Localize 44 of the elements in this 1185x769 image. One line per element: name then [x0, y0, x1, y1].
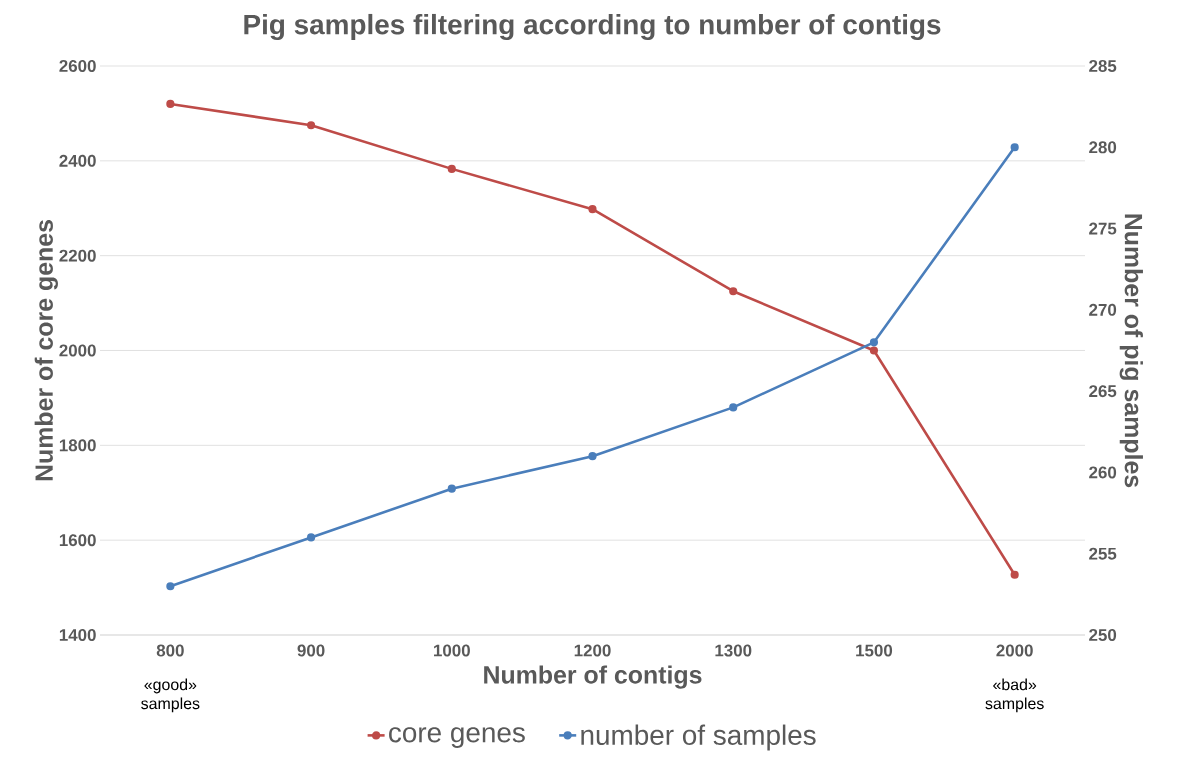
point — [869, 338, 879, 347]
point — [869, 346, 879, 355]
x-tick-label: 1300 — [715, 644, 752, 657]
y-tick-label: 2200 — [59, 249, 96, 262]
y-tick-label: 2000 — [59, 344, 96, 357]
y2-axis-title: Number of pig samples — [1119, 214, 1143, 488]
y-axis-title: Number of core genes — [34, 220, 58, 481]
y2-tick-label: 280 — [1089, 141, 1117, 154]
y2-tick-label: 250 — [1089, 629, 1117, 641]
y2-tick-label: 260 — [1089, 466, 1117, 479]
y2-tick-label: 275 — [1089, 222, 1117, 235]
x-tick-label: 900 — [297, 644, 325, 657]
point — [447, 484, 456, 493]
point — [1010, 570, 1019, 579]
point — [1010, 143, 1019, 152]
y2-tick-label: 270 — [1089, 303, 1117, 316]
legend-label: core genes — [389, 727, 525, 748]
point — [588, 205, 597, 214]
x-tick-label: 800 — [156, 644, 184, 657]
y2-tick-label: 285 — [1089, 60, 1117, 72]
y-tick-label: 2600 — [59, 59, 96, 72]
x-axis-title: Number of contigs — [484, 665, 702, 689]
point — [729, 287, 738, 296]
y-tick-label: 1800 — [59, 439, 96, 452]
point — [729, 403, 738, 412]
y-tick-label: 2400 — [59, 154, 96, 167]
text: «good» samples — [141, 678, 200, 713]
point — [447, 164, 456, 173]
x-tick-label: 1000 — [434, 644, 470, 657]
point — [588, 452, 597, 461]
x-tick-label: 1500 — [856, 644, 893, 657]
chart-title: Pig samples filtering according to number of contigs — [244, 13, 941, 41]
y-tick-label: 1400 — [59, 629, 96, 641]
text: «bad» samples — [985, 678, 1044, 713]
x-tick-label: 1200 — [574, 644, 611, 657]
y2-tick-label: 265 — [1089, 385, 1117, 398]
legend-label: number of samples — [581, 724, 816, 751]
y2-tick-label: 255 — [1089, 547, 1117, 560]
point — [306, 121, 316, 130]
y-tick-label: 1600 — [59, 534, 96, 547]
point — [306, 533, 316, 542]
point — [166, 99, 175, 109]
point — [166, 582, 175, 591]
x-tick-label: 2000 — [996, 644, 1033, 657]
